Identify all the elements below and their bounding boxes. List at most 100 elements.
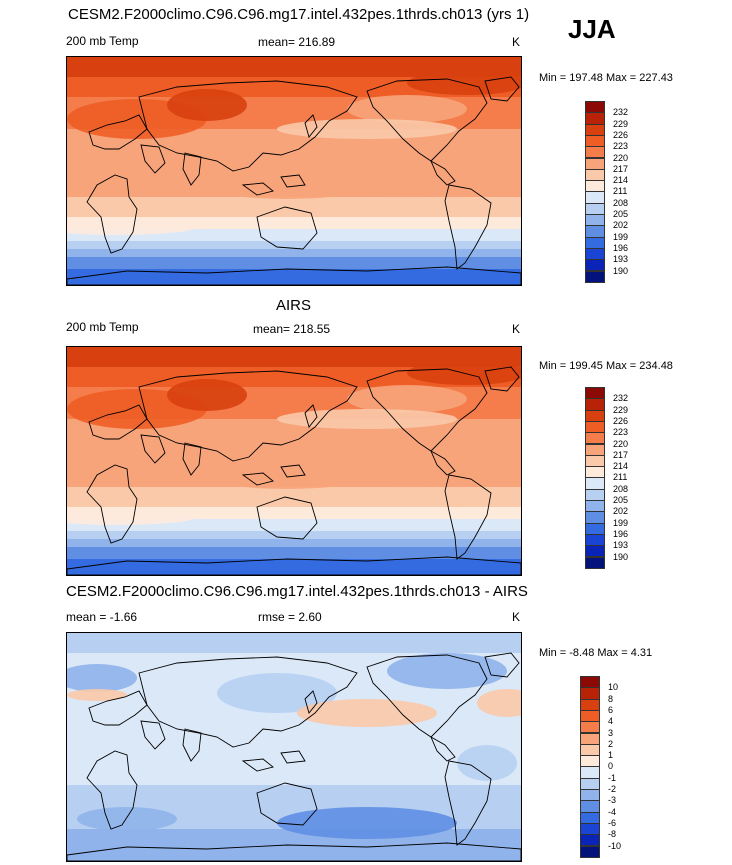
field-contour [167, 379, 247, 411]
field-band [67, 781, 521, 786]
coastline [241, 750, 306, 772]
map-canvas [67, 347, 521, 575]
coastline [138, 370, 358, 462]
field-band [67, 205, 521, 210]
coastline [86, 174, 138, 254]
field-band [67, 217, 521, 222]
colorbar-tick-label: -8 [608, 829, 617, 840]
coastline [67, 556, 521, 575]
field-band [67, 765, 521, 770]
panel3-map [66, 632, 522, 862]
colorbar-tick-label: 202 [613, 506, 629, 517]
colorbar-tick-label: 0 [608, 761, 614, 772]
field-band [67, 769, 521, 774]
field-band [67, 101, 521, 106]
colorbar-tick-label: 1 [608, 750, 614, 761]
field-band [67, 809, 521, 814]
field-band [67, 61, 521, 66]
colorbar-tick-label: 199 [613, 231, 629, 242]
colorbar-tick-label: 193 [613, 254, 629, 265]
field-band [67, 721, 521, 726]
field-band [67, 209, 521, 214]
map-canvas [67, 633, 521, 861]
colorbar-tick-label: 226 [613, 129, 629, 140]
field-contour [457, 745, 517, 781]
field-band [67, 793, 521, 798]
field-band [67, 777, 521, 782]
field-band [67, 515, 521, 520]
field-band [67, 563, 521, 568]
coastline [88, 114, 148, 150]
panel1-mean-label: mean= 216.89 [258, 35, 336, 49]
field-contour [67, 509, 197, 525]
colorbar-tick-label: 220 [613, 438, 629, 449]
panel2-title: AIRS [276, 297, 312, 314]
field-band [67, 241, 521, 246]
field-band [67, 665, 521, 670]
colorbar-tick-label: -1 [608, 772, 617, 783]
field-band [67, 571, 521, 575]
field-contour [277, 119, 457, 139]
field-band [67, 261, 521, 266]
colorbar-tick-label: 211 [613, 186, 628, 197]
field-band [67, 281, 521, 285]
field-band [67, 269, 521, 274]
field-band [67, 265, 521, 270]
field-band [67, 277, 521, 282]
coastline [138, 656, 358, 748]
field-band [67, 93, 521, 98]
colorbar-tick-label: 211 [613, 472, 628, 483]
colorbar-tick-label: -10 [608, 840, 622, 851]
field-band [67, 57, 521, 62]
field-band [67, 273, 521, 278]
coastline [86, 464, 138, 544]
field-band [67, 857, 521, 861]
colorbar-tick-label: -3 [608, 795, 617, 806]
coastline [86, 750, 138, 830]
field-contour [277, 807, 457, 839]
panel3-title: CESM2.F2000climo.C96.C96.mg17.intel.432p… [66, 583, 528, 600]
colorbar-tick-label: 2 [608, 738, 614, 749]
field-band [67, 201, 521, 206]
colorbar-tick-label: 205 [613, 495, 629, 505]
field-band [67, 109, 521, 114]
coastline [484, 652, 520, 678]
field-band [67, 69, 521, 74]
field-band [67, 221, 521, 226]
field-band [67, 543, 521, 548]
field-band [67, 133, 521, 138]
colorbar-tick-label: 214 [613, 175, 629, 186]
coastline [366, 78, 488, 162]
field-band [67, 633, 521, 638]
field-band [67, 491, 521, 496]
field-band [67, 837, 521, 842]
field-band [67, 555, 521, 560]
field-band [67, 527, 521, 532]
field-contour [217, 673, 337, 713]
coastline [256, 782, 318, 826]
field-band [67, 649, 521, 654]
field-band [67, 745, 521, 750]
coastline [430, 735, 456, 762]
coastline [444, 184, 492, 270]
coastline [140, 144, 202, 186]
field-band [67, 395, 521, 400]
field-contour [67, 664, 137, 692]
colorbar-tick-label: 4 [608, 716, 614, 727]
field-band [67, 713, 521, 718]
coastline [138, 80, 358, 172]
field-band [67, 729, 521, 734]
field-band [67, 801, 521, 806]
coastline [140, 434, 202, 476]
field-band [67, 355, 521, 360]
field-band [67, 375, 521, 380]
field-band [67, 725, 521, 730]
field-band [67, 347, 521, 352]
field-band [67, 387, 521, 392]
field-contour [67, 219, 197, 235]
panel2-unit-label: K [512, 322, 521, 336]
field-band [67, 89, 521, 94]
field-band [67, 559, 521, 564]
colorbar-tick-label: 190 [613, 265, 629, 276]
colorbar-tick-label: 217 [613, 163, 629, 174]
